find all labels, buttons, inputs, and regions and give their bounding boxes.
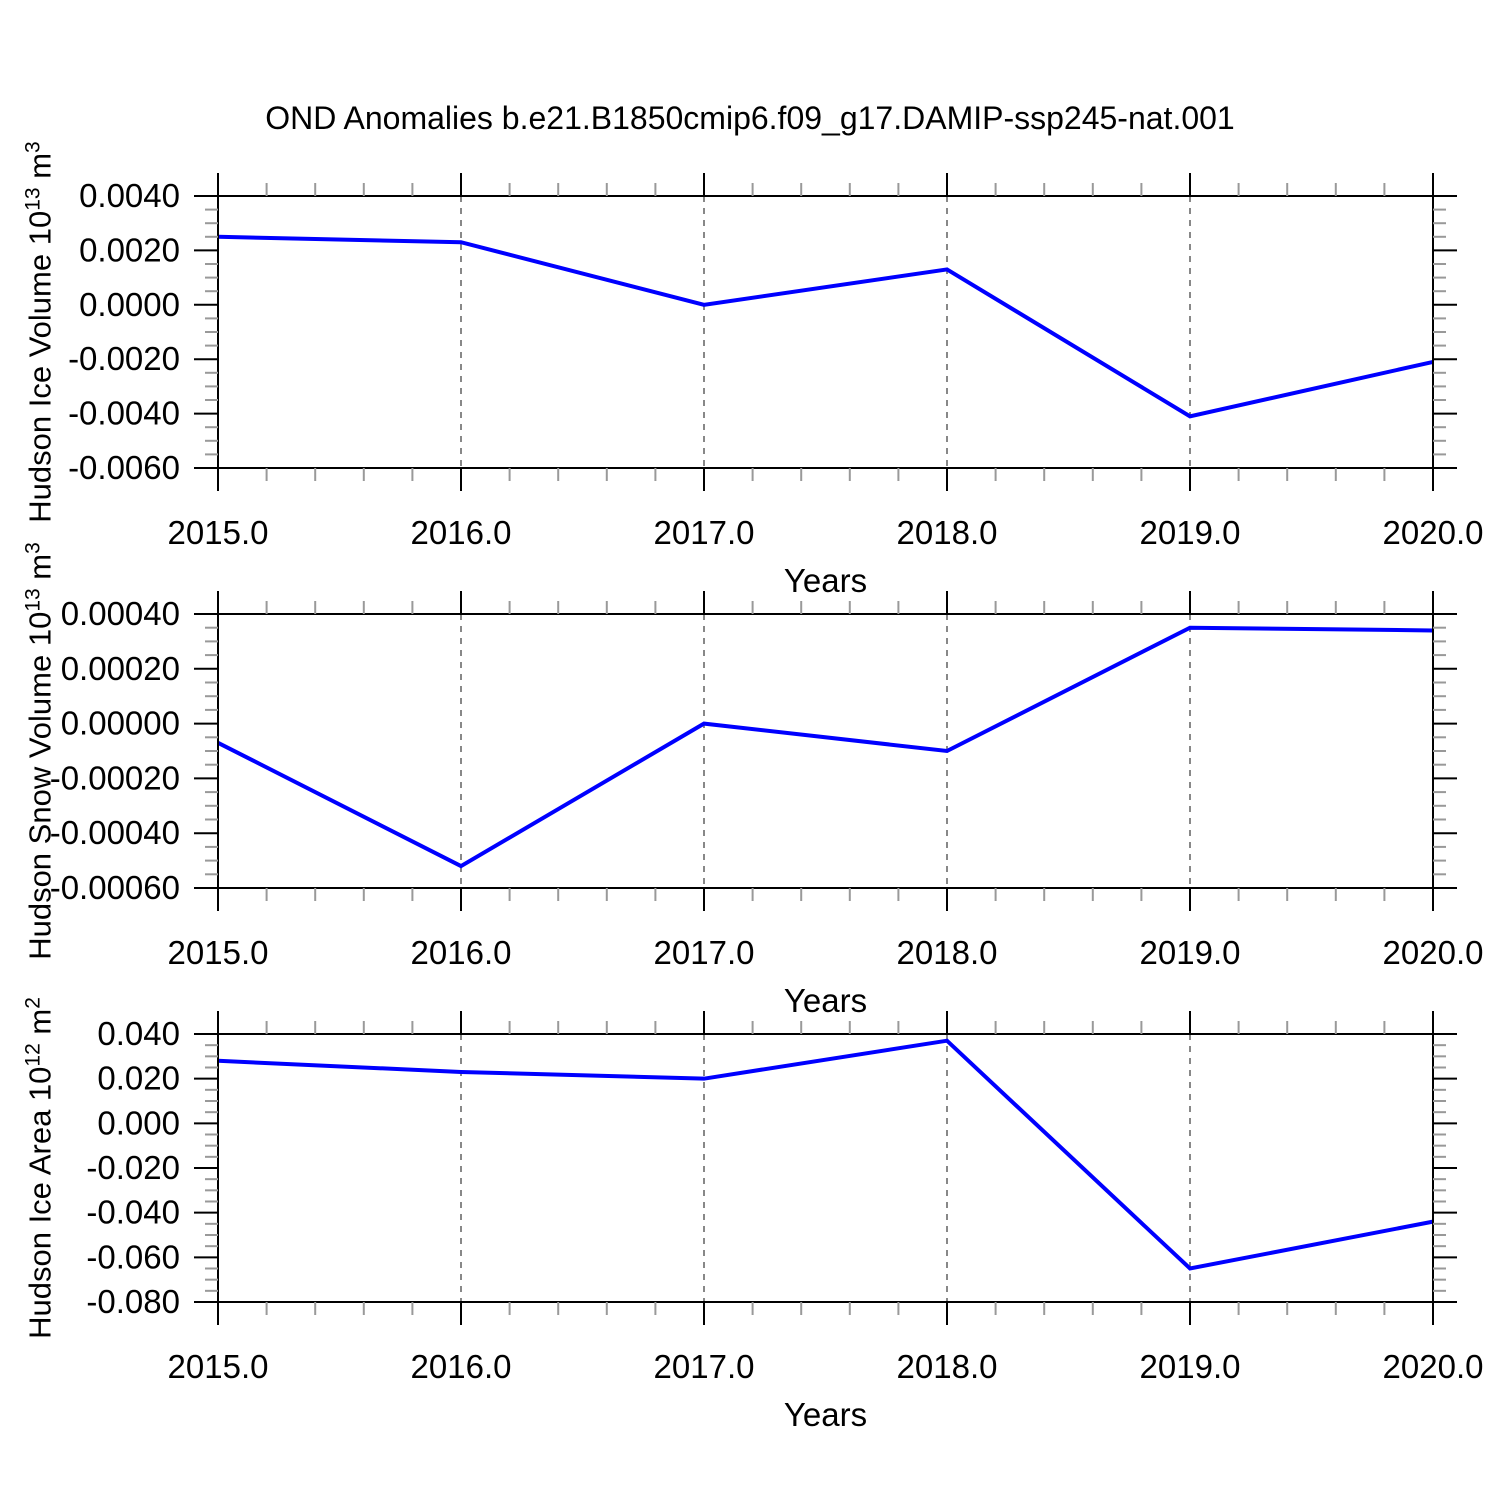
x-tick-label: 2015.0 xyxy=(168,514,269,551)
y-tick-label: 0.040 xyxy=(97,1015,180,1052)
y-tick-label: -0.00060 xyxy=(50,869,180,906)
data-line xyxy=(217,234,1434,419)
x-tick-label: 2016.0 xyxy=(411,1348,512,1385)
y-tick-label: 0.00020 xyxy=(61,650,180,687)
data-line xyxy=(217,625,1434,869)
figure-title: OND Anomalies b.e21.B1850cmip6.f09_g17.D… xyxy=(265,100,1235,136)
panel-2: 0.040 0.020 0.000 -0.020 -0.040 -0.060 -0.080 2… xyxy=(86,1011,1483,1433)
y-tick-label: -0.00020 xyxy=(50,759,180,796)
x-tick-label: 2015.0 xyxy=(168,934,269,971)
y-tick-label: -0.0020 xyxy=(68,340,180,377)
x-axis-title: Years xyxy=(784,1396,867,1433)
x-tick-label: 2020.0 xyxy=(1383,1348,1484,1385)
x-tick-label: 2018.0 xyxy=(897,934,998,971)
x-tick-label: 2020.0 xyxy=(1383,514,1484,551)
panel-1: 0.00040 0.00020 0.00000 -0.00020 -0.00040 -0.… xyxy=(50,591,1484,1019)
y-tick-label: 0.0020 xyxy=(79,231,180,268)
x-tick-label: 2017.0 xyxy=(654,1348,755,1385)
x-tick-label: 2018.0 xyxy=(897,1348,998,1385)
y-tick-label: -0.0040 xyxy=(68,395,180,432)
y-tick-label: -0.040 xyxy=(86,1194,180,1231)
y-tick-label: 0.00040 xyxy=(61,595,180,632)
y-tick-label: -0.00040 xyxy=(50,814,180,851)
x-tick-label: 2017.0 xyxy=(654,934,755,971)
x-tick-label: 2018.0 xyxy=(897,514,998,551)
y-tick-label: 0.00000 xyxy=(61,705,180,742)
x-tick-label: 2017.0 xyxy=(654,514,755,551)
x-axis-title: Years xyxy=(784,562,867,599)
y-tick-label: -0.020 xyxy=(86,1149,180,1186)
y-tick-label: -0.080 xyxy=(86,1283,180,1320)
y-tick-label: 0.0000 xyxy=(79,286,180,323)
x-tick-label: 2015.0 xyxy=(168,1348,269,1385)
x-tick-label: 2019.0 xyxy=(1140,1348,1241,1385)
y-tick-label: 0.000 xyxy=(97,1104,180,1141)
y-tick-label: -0.0060 xyxy=(68,449,180,486)
x-axis-title: Years xyxy=(784,982,867,1019)
data-line xyxy=(217,1038,1434,1271)
x-tick-label: 2016.0 xyxy=(411,514,512,551)
y-tick-label: -0.060 xyxy=(86,1238,180,1275)
x-tick-label: 2019.0 xyxy=(1140,514,1241,551)
y-tick-label: 0.020 xyxy=(97,1060,180,1097)
x-tick-label: 2016.0 xyxy=(411,934,512,971)
x-tick-label: 2019.0 xyxy=(1140,934,1241,971)
panel-0: 0.0040 0.0020 0.0000 -0.0020 -0.0040 -0.0060 2… xyxy=(68,173,1483,599)
y-tick-label: 0.0040 xyxy=(79,177,180,214)
x-tick-label: 2020.0 xyxy=(1383,934,1484,971)
